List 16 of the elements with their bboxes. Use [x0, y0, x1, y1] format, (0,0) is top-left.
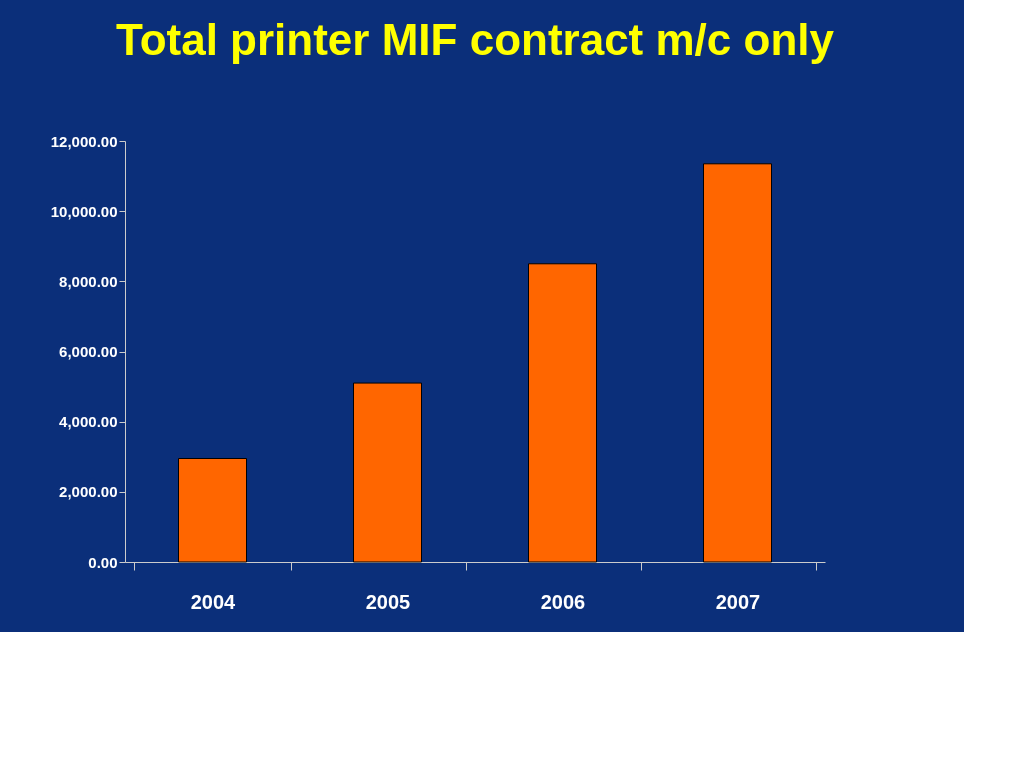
chart-title: Total printer MIF contract m/c only: [116, 15, 835, 64]
x-tick-label: 2005: [365, 590, 411, 613]
bar: [703, 163, 772, 563]
y-tick-label: 0.00: [88, 553, 118, 571]
bar: [353, 382, 422, 563]
bar: [528, 263, 597, 563]
x-tick-label: 2007: [715, 590, 761, 613]
y-tick-label: 4,000.00: [59, 413, 118, 431]
x-tick-label: 2004: [190, 590, 237, 613]
y-tick-label: 8,000.00: [59, 272, 118, 290]
y-tick-label: 2,000.00: [59, 483, 118, 501]
y-tick-label: 6,000.00: [59, 343, 118, 360]
x-tick-label: 2006: [540, 590, 586, 613]
y-tick-label: 10,000.00: [50, 202, 118, 220]
bar: [178, 458, 247, 563]
y-tick-label: 12,000.00: [50, 132, 118, 150]
